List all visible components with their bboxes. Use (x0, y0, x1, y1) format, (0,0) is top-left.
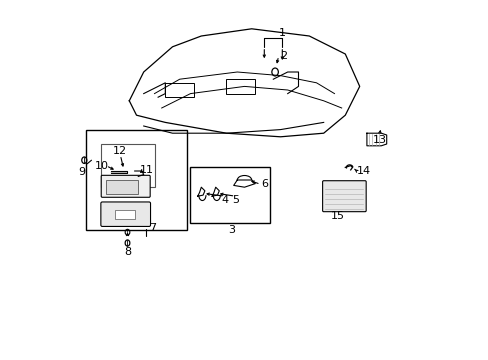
Text: 10: 10 (95, 161, 109, 171)
Polygon shape (111, 171, 127, 173)
Bar (190, 167, 269, 223)
Bar (106, 180, 138, 194)
Text: 3: 3 (228, 225, 235, 235)
Text: 4: 4 (221, 195, 228, 205)
Text: 12: 12 (113, 146, 127, 156)
Text: 6: 6 (260, 179, 267, 189)
Text: 5: 5 (231, 195, 239, 205)
Text: 1: 1 (278, 28, 285, 38)
FancyBboxPatch shape (322, 181, 366, 212)
Bar (101, 144, 154, 187)
Bar (226, 79, 255, 94)
Text: 11: 11 (139, 165, 153, 175)
Text: 7: 7 (149, 222, 156, 233)
Text: 14: 14 (356, 166, 370, 176)
FancyBboxPatch shape (101, 202, 150, 226)
Bar (86, 130, 186, 230)
Text: 15: 15 (330, 211, 345, 221)
Bar (115, 210, 134, 219)
Bar (165, 83, 194, 97)
Text: 13: 13 (372, 135, 386, 145)
Text: 2: 2 (279, 51, 286, 61)
Text: 9: 9 (78, 167, 85, 177)
Text: 8: 8 (123, 247, 131, 257)
FancyBboxPatch shape (101, 175, 150, 197)
